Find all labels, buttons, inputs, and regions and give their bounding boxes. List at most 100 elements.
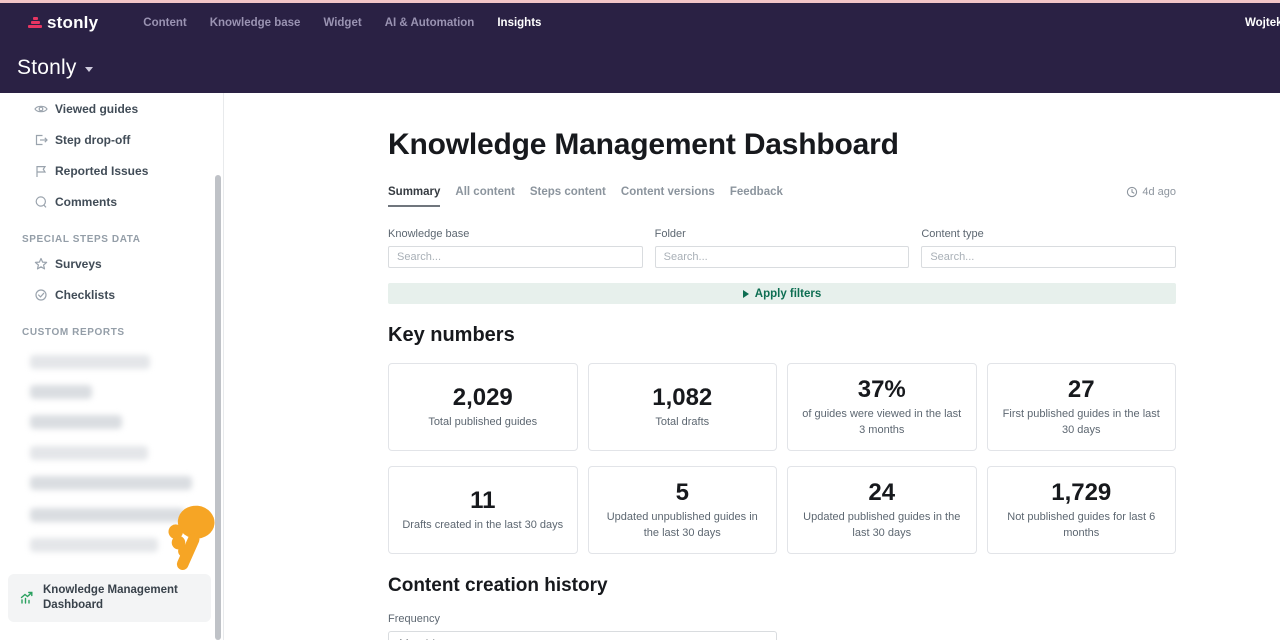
- stat-value: 37%: [857, 376, 906, 404]
- content-type-search-input[interactable]: [921, 246, 1176, 268]
- stat-card: 5 Updated unpublished guides in the last…: [587, 466, 777, 554]
- sidebar-item-label: Step drop-off: [55, 132, 131, 147]
- tab-feedback[interactable]: Feedback: [729, 186, 783, 198]
- stonly-logo[interactable]: stonly: [28, 12, 115, 34]
- redacted-report-item[interactable]: [30, 446, 148, 460]
- filter-folder: Folder: [654, 228, 910, 268]
- stat-label: of guides were viewed in the last 3 mont…: [802, 408, 962, 436]
- nav-item-content[interactable]: Content: [143, 16, 187, 29]
- redacted-report-item[interactable]: [30, 508, 185, 522]
- sidebar-item-surveys[interactable]: Surveys: [0, 248, 223, 279]
- knowledge-base-search-input[interactable]: [388, 246, 643, 268]
- sidebar-item-checklists[interactable]: Checklists: [0, 279, 223, 310]
- stat-card: 1,729 Not published guides for last 6 mo…: [986, 466, 1176, 554]
- flag-icon: [36, 165, 47, 177]
- sidebar-item-viewed-guides[interactable]: Viewed guides: [0, 93, 223, 124]
- stat-card: 24 Updated published guides in the last …: [787, 466, 977, 554]
- filter-content-type: Content type: [921, 228, 1176, 268]
- team-bar: Stonly: [0, 42, 1280, 93]
- top-navigation: stonly Content Knowledge base Widget AI …: [0, 3, 1280, 42]
- tab-summary[interactable]: Summary: [388, 186, 441, 207]
- nav-item-knowledge-base[interactable]: Knowledge base: [209, 16, 301, 29]
- sidebar-section-special-steps-data: SPECIAL STEPS DATA: [22, 233, 141, 245]
- sidebar: Viewed guides Step drop-off Reported Iss…: [0, 93, 224, 640]
- redacted-report-item[interactable]: [30, 476, 192, 490]
- sidebar-item-label: Viewed guides: [55, 101, 139, 116]
- sidebar-section-custom-reports: CUSTOM REPORTS: [22, 326, 125, 338]
- nav-item-widget[interactable]: Widget: [323, 16, 362, 29]
- stat-label: Not published guides for last 6 months: [1007, 511, 1156, 539]
- stat-card: 37% of guides were viewed in the last 3 …: [787, 363, 977, 451]
- stat-card: 2,029 Total published guides: [388, 363, 578, 451]
- main-panel: Knowledge Management Dashboard Summary A…: [224, 93, 1280, 640]
- filter-label: Folder: [654, 228, 686, 240]
- frequency-select[interactable]: Monthly: [388, 631, 777, 640]
- stat-value: 24: [868, 479, 896, 507]
- comment-icon: [35, 195, 47, 208]
- sidebar-item-label: Knowledge Management Dashboard: [43, 584, 178, 611]
- sidebar-item-label: Checklists: [55, 287, 116, 302]
- frequency-selected-value: Monthly: [399, 637, 441, 640]
- stonly-logo-text: stonly: [47, 12, 99, 32]
- stat-value: 11: [470, 486, 496, 514]
- stat-label: First published guides in the last 30 da…: [1002, 408, 1160, 436]
- apply-filters-button[interactable]: Apply filters: [388, 283, 1176, 304]
- clock-icon: [1127, 186, 1138, 198]
- last-updated: 4d ago: [1126, 186, 1176, 198]
- check-circle-icon: [35, 288, 47, 301]
- chevron-down-icon[interactable]: [84, 67, 93, 72]
- sidebar-item-knowledge-management-dashboard[interactable]: Knowledge Management Dashboard: [8, 574, 211, 622]
- stat-value: 27: [1067, 376, 1095, 404]
- stat-card: 27 First published guides in the last 30…: [986, 363, 1176, 451]
- sidebar-item-label: Surveys: [55, 256, 102, 271]
- sidebar-scrollbar[interactable]: [215, 175, 221, 640]
- sidebar-item-label: Reported Issues: [55, 163, 149, 178]
- stat-value: 1,082: [652, 383, 713, 411]
- redacted-report-item[interactable]: [30, 538, 158, 552]
- redacted-report-item[interactable]: [30, 415, 122, 429]
- last-updated-text: 4d ago: [1142, 186, 1176, 198]
- chart-icon: [20, 592, 33, 605]
- sidebar-item-comments[interactable]: Comments: [0, 186, 223, 217]
- folder-search-input[interactable]: [654, 246, 910, 268]
- filter-label: Knowledge base: [388, 228, 470, 240]
- nav-item-ai-automation[interactable]: AI & Automation: [384, 16, 475, 29]
- key-numbers-heading: Key numbers: [388, 324, 515, 346]
- redacted-report-item[interactable]: [30, 355, 150, 369]
- page-title: Knowledge Management Dashboard: [388, 128, 899, 161]
- user-menu[interactable]: Wojtek K: [1245, 16, 1280, 29]
- stat-label: Updated unpublished guides in the last 3…: [606, 511, 758, 539]
- tab-content-versions[interactable]: Content versions: [620, 186, 715, 198]
- tabs: Summary All content Steps content Conten…: [388, 186, 783, 207]
- sidebar-item-label: Comments: [55, 194, 118, 209]
- content-area: Viewed guides Step drop-off Reported Iss…: [0, 93, 1280, 640]
- stat-label: Total published guides: [428, 415, 538, 428]
- tab-all-content[interactable]: All content: [455, 186, 515, 198]
- stat-value: 2,029: [452, 383, 513, 411]
- team-name[interactable]: Stonly: [17, 55, 77, 79]
- custom-reports-list-redacted: [0, 349, 223, 554]
- tabs-row: Summary All content Steps content Conten…: [388, 186, 1176, 207]
- stat-label: Updated published guides in the last 30 …: [803, 511, 961, 539]
- sidebar-item-reported-issues[interactable]: Reported Issues: [0, 155, 223, 186]
- eye-icon: [34, 105, 48, 112]
- stat-card: 11 Drafts created in the last 30 days: [388, 466, 578, 554]
- stat-value: 5: [675, 479, 689, 507]
- ukraine-flag-icon: [102, 10, 115, 19]
- tab-steps-content[interactable]: Steps content: [529, 186, 606, 198]
- filters-row: Knowledge base Folder Content type: [388, 228, 1176, 268]
- star-icon: [34, 257, 48, 269]
- top-accent-line: [0, 0, 1280, 3]
- nav-item-insights[interactable]: Insights: [497, 16, 542, 29]
- stat-label: Total drafts: [655, 415, 710, 428]
- redacted-report-item[interactable]: [30, 385, 92, 399]
- stat-card: 1,082 Total drafts: [587, 363, 777, 451]
- play-triangle-icon: [742, 289, 749, 298]
- filter-knowledge-base: Knowledge base: [388, 228, 643, 268]
- step-exit-icon: [35, 134, 48, 145]
- stat-label: Drafts created in the last 30 days: [402, 518, 564, 531]
- stonly-logo-icon: [28, 16, 42, 28]
- sidebar-item-step-drop-off[interactable]: Step drop-off: [0, 124, 223, 155]
- content-creation-history-heading: Content creation history: [388, 575, 608, 596]
